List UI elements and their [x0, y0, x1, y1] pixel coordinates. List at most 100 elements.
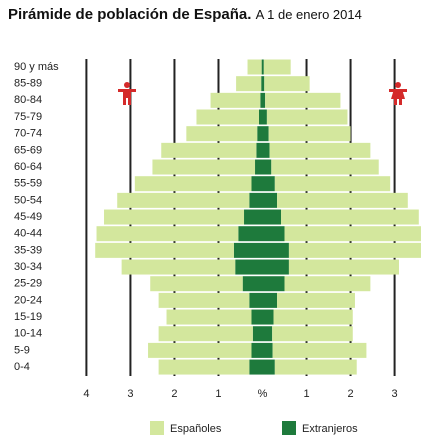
bar — [104, 209, 245, 225]
male-icon — [118, 82, 136, 105]
bar — [166, 309, 252, 325]
y-tick-label: 20-24 — [14, 294, 42, 306]
bar — [251, 342, 263, 358]
bar — [258, 109, 263, 125]
icon-leg — [399, 99, 402, 105]
y-tick-label: 80-84 — [14, 94, 42, 106]
y-tick-label: 30-34 — [14, 261, 42, 273]
bar — [262, 142, 270, 158]
bar — [148, 342, 252, 358]
bar — [273, 309, 353, 325]
bar — [262, 242, 289, 258]
bar — [121, 259, 236, 275]
bar — [257, 126, 263, 142]
bar — [249, 359, 263, 375]
female-icon — [389, 82, 407, 105]
bar — [284, 276, 371, 292]
x-tick-label: 4 — [83, 388, 89, 400]
bar — [196, 109, 259, 125]
bar — [262, 126, 269, 142]
bar — [251, 309, 263, 325]
x-tick-label: 2 — [171, 388, 177, 400]
y-tick-label: 75-79 — [14, 111, 42, 123]
bar — [288, 259, 399, 275]
bar — [261, 76, 263, 92]
chart-title: Pirámide de población de España. — [8, 6, 252, 23]
bar — [272, 326, 353, 342]
bar — [262, 342, 273, 358]
y-tick-label: 0-4 — [14, 361, 30, 373]
bar — [96, 226, 239, 242]
bar — [249, 192, 263, 208]
x-tick-label: 3 — [127, 388, 133, 400]
y-tick-label: 45-49 — [14, 211, 42, 223]
bar — [158, 359, 250, 375]
x-tick-label: 1 — [215, 388, 221, 400]
bar — [210, 92, 261, 108]
bar — [262, 292, 278, 308]
x-tick-label: % — [258, 388, 268, 400]
bar — [277, 292, 355, 308]
bar — [186, 126, 258, 142]
bar — [262, 359, 275, 375]
y-tick-label: 10-14 — [14, 328, 42, 340]
bar — [269, 142, 371, 158]
bar — [262, 209, 281, 225]
bar — [261, 59, 263, 75]
chart-subtitle: A 1 de enero 2014 — [255, 7, 362, 22]
bar — [244, 209, 263, 225]
bar — [274, 176, 391, 192]
bar — [271, 159, 379, 175]
icon-leg — [123, 97, 126, 105]
title: Pirámide de población de España. A 1 de … — [8, 6, 362, 23]
icon-leg — [128, 97, 131, 105]
y-tick-label: 55-59 — [14, 178, 42, 190]
bar — [152, 159, 256, 175]
bar — [95, 242, 234, 258]
icon-head — [395, 82, 401, 88]
y-tick-label: 70-74 — [14, 128, 42, 140]
y-tick-label: 25-29 — [14, 278, 42, 290]
bar — [242, 276, 263, 292]
y-tick-label: 85-89 — [14, 78, 42, 90]
icon-head — [124, 82, 130, 88]
bar — [268, 126, 351, 142]
icon-leg — [394, 99, 397, 105]
bar — [251, 176, 263, 192]
legend-label: Españoles — [170, 423, 222, 435]
y-tick-label: 15-19 — [14, 311, 42, 323]
bar — [263, 59, 291, 75]
bar — [161, 142, 257, 158]
y-tick-label: 50-54 — [14, 194, 42, 206]
x-tick-label: 2 — [347, 388, 353, 400]
bar — [284, 226, 421, 242]
bar — [262, 76, 265, 92]
bar — [134, 176, 252, 192]
bar — [272, 342, 367, 358]
y-tick-label: 40-44 — [14, 228, 42, 240]
bar — [265, 92, 341, 108]
bar — [288, 242, 421, 258]
bar — [280, 209, 419, 225]
bar — [262, 92, 266, 108]
x-tick-label: 3 — [392, 388, 398, 400]
x-tick-label: 1 — [303, 388, 309, 400]
legend-label: Extranjeros — [302, 423, 358, 435]
bar — [262, 59, 264, 75]
bar — [262, 259, 289, 275]
bar — [262, 226, 285, 242]
bar — [262, 326, 273, 342]
bar — [247, 59, 262, 75]
y-tick-label: 90 y más — [14, 61, 59, 73]
bar — [255, 159, 263, 175]
bar — [233, 242, 263, 258]
bar — [262, 109, 267, 125]
bar — [256, 142, 263, 158]
icon-dress — [391, 89, 405, 99]
bar — [260, 92, 263, 108]
bar — [158, 326, 253, 342]
bar — [238, 226, 263, 242]
bar — [262, 276, 285, 292]
bar — [262, 176, 275, 192]
